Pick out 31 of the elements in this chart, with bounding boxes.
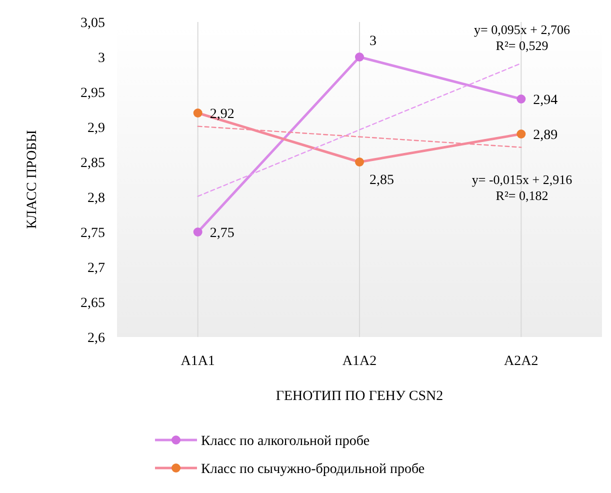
annotation: y= -0,015x + 2,916 R²= 0,182 bbox=[472, 172, 573, 203]
point bbox=[193, 108, 202, 118]
x-tick-label: A1A1 bbox=[180, 354, 215, 369]
point bbox=[193, 228, 202, 236]
y-tick-label: 2,75 bbox=[80, 226, 105, 241]
y-tick-label: 2,7 bbox=[88, 261, 105, 276]
y-tick-label: 2,6 bbox=[88, 331, 105, 346]
point bbox=[355, 158, 364, 166]
legend-label: Класс по сычужно-бродильной пробе bbox=[201, 462, 425, 477]
data-label: 2,75 bbox=[210, 226, 234, 241]
data-label: 2,85 bbox=[370, 173, 394, 188]
y-tick-label: 2,8 bbox=[88, 191, 105, 206]
point bbox=[516, 130, 526, 138]
x-tick-label: A1A2 bbox=[342, 354, 377, 369]
point bbox=[355, 52, 364, 62]
data-label: 2,92 bbox=[210, 107, 234, 122]
y-tick-label: 2,95 bbox=[80, 86, 105, 101]
legend-label: Класс по алкогольной пробе bbox=[201, 434, 370, 449]
x-axis-title: ГЕНОТИП ПО ГЕНУ CSN2 bbox=[276, 389, 444, 404]
y-tick-label: 2,9 bbox=[88, 121, 105, 136]
point bbox=[516, 94, 526, 104]
y-tick-label: 2,65 bbox=[80, 296, 105, 311]
y-tick-label: 3,05 bbox=[80, 16, 105, 31]
x-tick-label: A2A2 bbox=[504, 354, 538, 369]
data-label: 2,89 bbox=[533, 128, 558, 143]
data-label: 3 bbox=[370, 34, 376, 49]
y-tick-label: 2,85 bbox=[80, 156, 105, 171]
data-label: 2,94 bbox=[533, 93, 558, 108]
annotation: y= 0,095x + 2,706 R²= 0,529 bbox=[474, 22, 570, 53]
y-tick-label: 3 bbox=[98, 51, 105, 66]
y-axis-title: КЛАСС ПРОБЫ bbox=[25, 130, 40, 229]
